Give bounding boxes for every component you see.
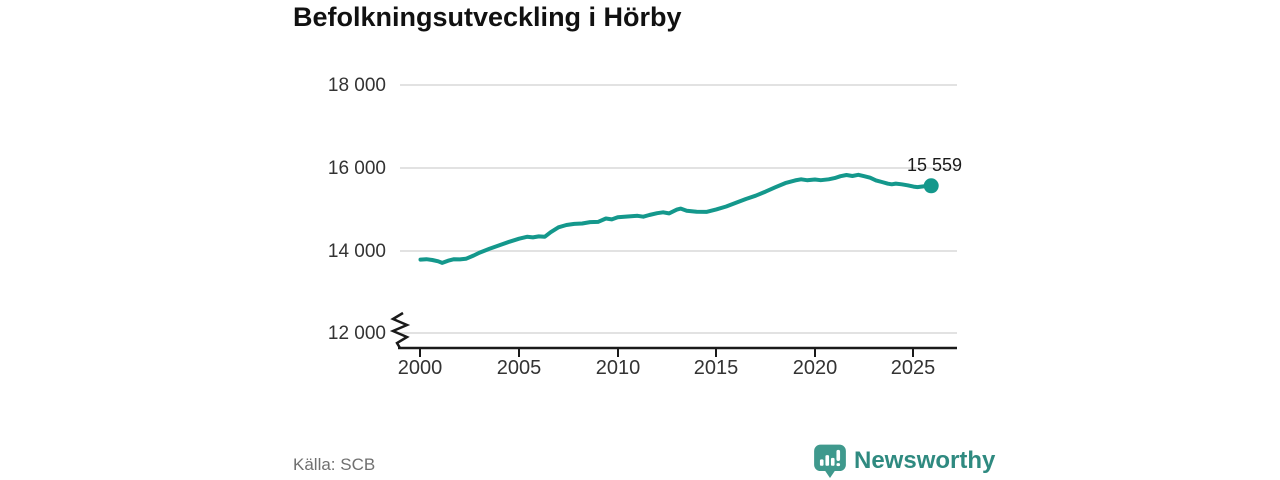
gridline-12000 [400,332,957,334]
y-axis-break-icon [389,311,411,349]
logo-bubble-shape [814,444,846,478]
gridline-16000 [400,167,957,169]
y-tick-label-16000: 16 000 [327,158,386,179]
x-tick-label-2020: 2020 [792,357,838,379]
gridline-18000 [400,84,957,86]
latest-value-label: 15 559 [906,155,962,175]
x-tick-label-2000: 2000 [397,357,443,379]
newsworthy-logo-text: Newsworthy [854,447,996,474]
gridline-14000 [400,250,957,252]
y-tick-label-12000: 12 000 [327,323,386,344]
logo-bar-chart-glyph [819,449,841,467]
y-tick-label-14000: 14 000 [327,241,386,262]
x-tick-label-2015: 2015 [693,357,739,379]
x-axis-ticks [419,348,914,357]
y-tick-label-18000: 18 000 [327,75,386,96]
chart-title: Befolkningsutveckling i Hörby [293,2,682,32]
newsworthy-logo: Newsworthy [812,443,995,479]
x-tick-label-2010: 2010 [595,357,641,379]
source-note: Källa: SCB [293,455,376,474]
x-tick-label-2005: 2005 [496,357,542,379]
newsworthy-logo-icon [814,444,846,478]
x-tick-label-2025: 2025 [890,357,936,379]
latest-value-dot [923,178,939,194]
